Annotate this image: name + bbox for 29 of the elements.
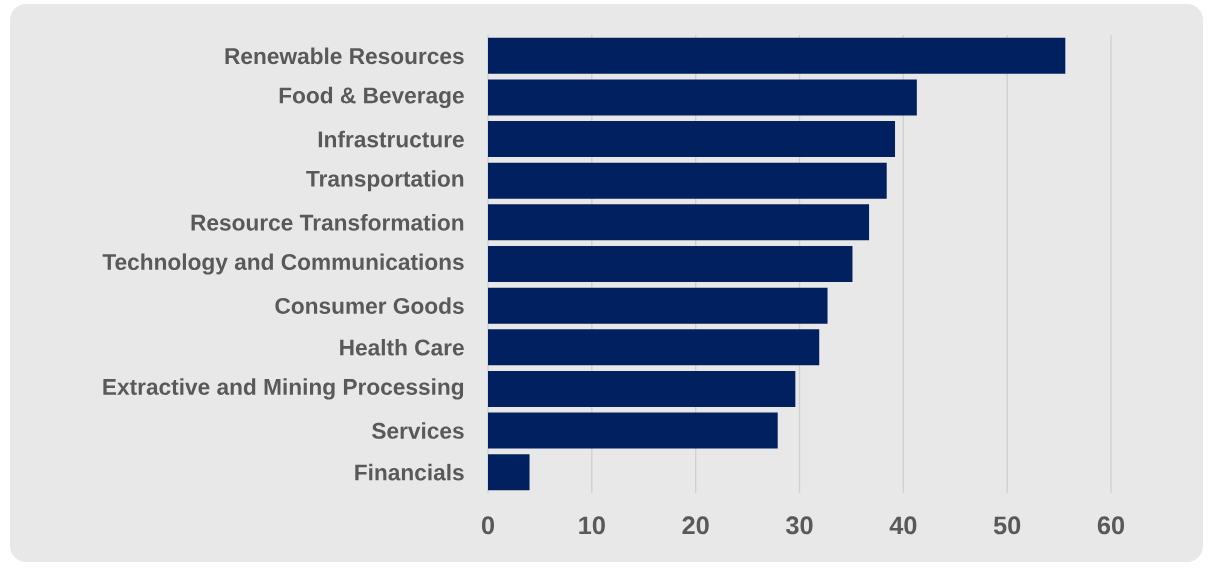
y-tick-label: Health Care — [340, 338, 464, 356]
bar — [488, 454, 530, 491]
y-tick-label: Transportation — [306, 170, 464, 192]
y-tick-label: Infrastructure — [318, 130, 464, 148]
y-tick-label: Technology and Communications — [102, 253, 464, 275]
y-tick-label: Renewable Resources — [225, 47, 464, 65]
x-tick-label: 10 — [579, 516, 605, 535]
bar — [488, 370, 796, 407]
bar — [488, 121, 896, 158]
bar — [488, 79, 917, 116]
x-tick-label: 0 — [481, 516, 495, 535]
bar — [488, 329, 820, 366]
bar — [488, 245, 853, 282]
bar — [488, 162, 887, 199]
y-tick-label: Consumer Goods — [275, 297, 464, 314]
y-tick-label: Financials — [355, 463, 464, 481]
x-tick-label: 20 — [682, 516, 709, 535]
bar — [488, 204, 870, 241]
bar — [488, 287, 828, 324]
bar — [488, 412, 778, 449]
x-tick-label: 60 — [1097, 516, 1125, 535]
x-tick-label: 40 — [889, 516, 917, 535]
y-tick-label: Services — [372, 422, 464, 439]
x-tick-label: 50 — [993, 516, 1021, 535]
bar — [488, 37, 1066, 74]
y-tick-label: Resource Transformation — [191, 214, 464, 231]
y-tick-label: Food & Beverage — [279, 86, 464, 109]
x-tick-label: 30 — [786, 516, 813, 535]
y-tick-label: Extractive and Mining Processing — [103, 378, 464, 400]
